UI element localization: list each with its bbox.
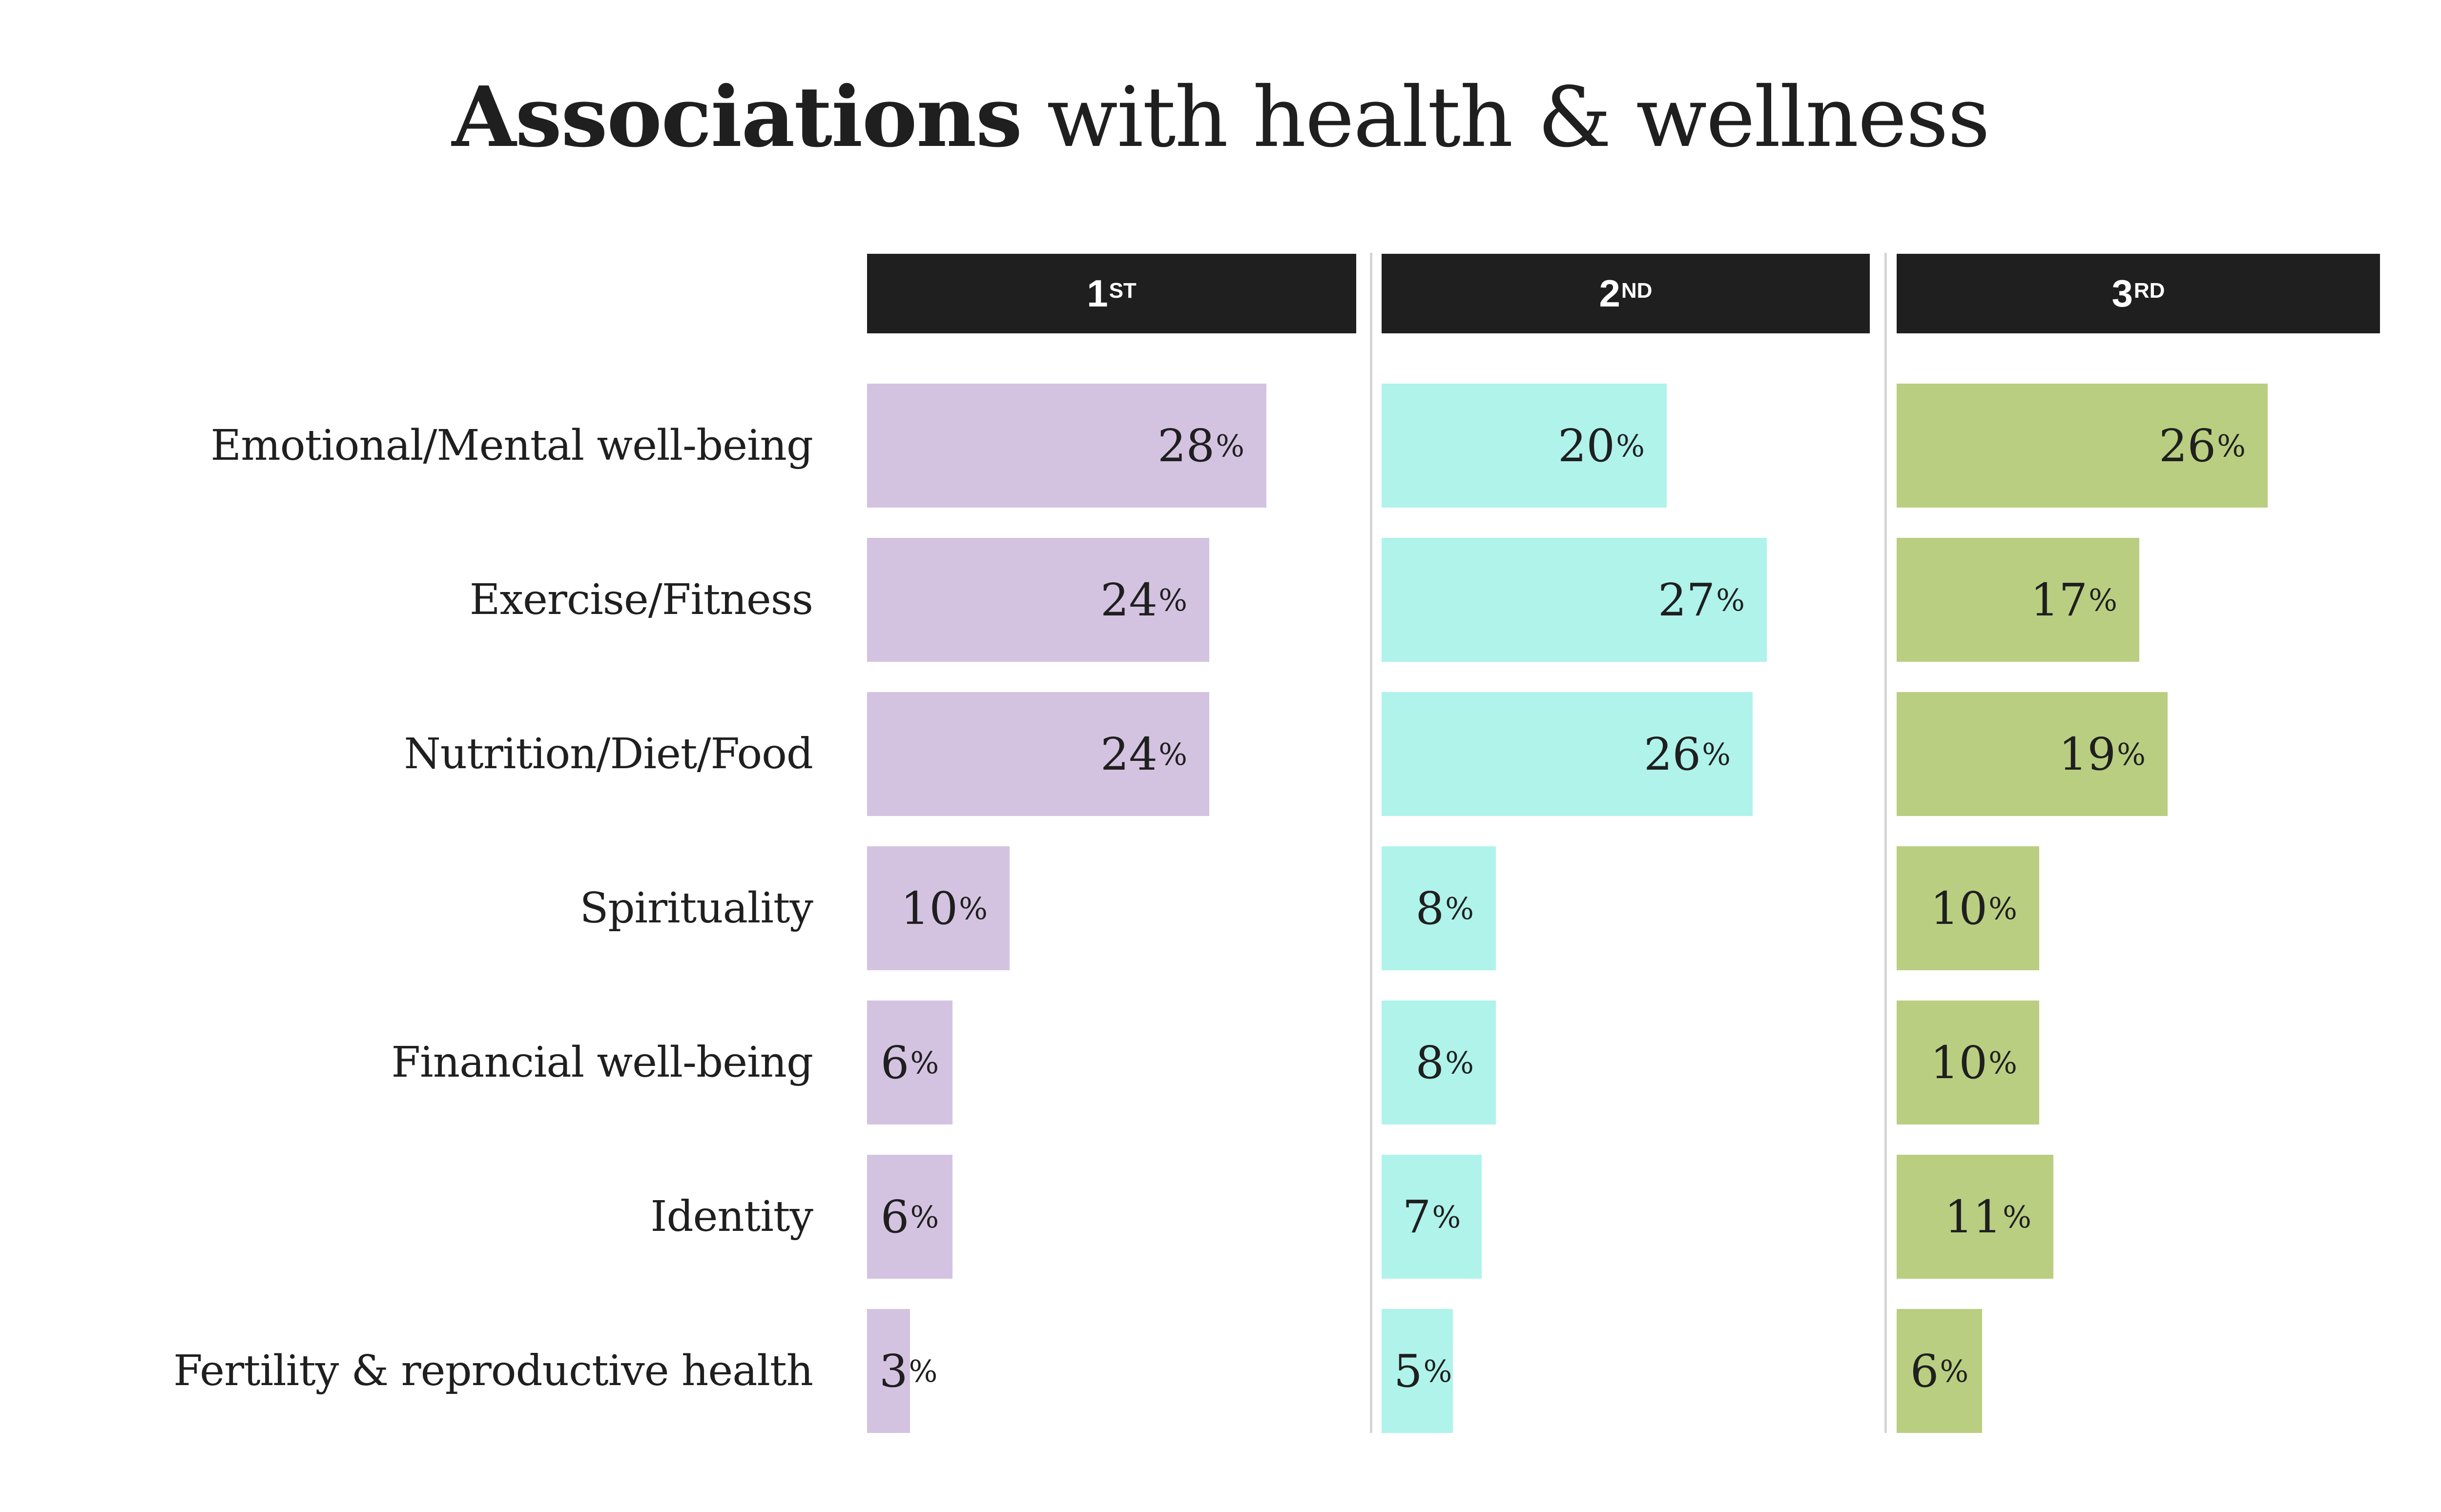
column-header-3rd: 3 RD	[1897, 254, 2380, 333]
bar-value-label: 10%	[1930, 882, 2017, 935]
bar-3rd	[1897, 846, 2039, 970]
bar-2nd	[1382, 1001, 1496, 1124]
bar-2nd	[1382, 1309, 1453, 1433]
bar-value-label: 26%	[2159, 419, 2246, 472]
bar-1st	[867, 1001, 952, 1124]
bar-value-label: 8%	[1415, 1036, 1474, 1089]
bar-value-label: 27%	[1658, 573, 1745, 626]
bar-value-label: 8%	[1415, 882, 1474, 935]
category-label: Identity	[650, 1192, 813, 1241]
bar-value-label: 24%	[1100, 728, 1187, 780]
column-header-suffix: ST	[1109, 278, 1137, 303]
bar-2nd	[1382, 1155, 1482, 1279]
chart-title: Associations with health & wellness	[0, 63, 2441, 171]
bar-2nd	[1382, 538, 1767, 662]
bar-1st	[867, 384, 1266, 508]
category-label: Fertility & reproductive health	[173, 1347, 813, 1395]
bar-3rd	[1897, 1155, 2053, 1279]
category-label: Financial well-being	[391, 1038, 813, 1087]
chart-title-regular: with health & wellness	[1047, 69, 1990, 166]
column-header-2nd: 2 ND	[1382, 254, 1870, 333]
bar-value-label: 5%	[1394, 1345, 1452, 1397]
bar-3rd	[1897, 538, 2139, 662]
bar-3rd	[1897, 384, 2268, 508]
category-label: Spirituality	[579, 884, 813, 933]
column-header-rank: 2	[1599, 272, 1620, 315]
bar-value-label: 17%	[2030, 573, 2117, 626]
bar-value-label: 3%	[879, 1345, 938, 1397]
bar-value-label: 6%	[880, 1036, 939, 1089]
category-label: Exercise/Fitness	[469, 575, 813, 624]
bar-1st	[867, 1309, 910, 1433]
bar-value-label: 10%	[901, 882, 988, 935]
category-label: Emotional/Mental well-being	[210, 421, 813, 470]
category-label: Nutrition/Diet/Food	[404, 730, 813, 778]
bar-value-label: 26%	[1644, 728, 1731, 780]
bar-value-label: 6%	[1910, 1345, 1969, 1397]
bar-1st	[867, 846, 1010, 970]
bar-3rd	[1897, 1309, 1982, 1433]
bar-3rd	[1897, 692, 2168, 816]
column-header-suffix: RD	[2133, 278, 2165, 303]
column-header-rank: 1	[1087, 272, 1108, 315]
bar-value-label: 10%	[1930, 1036, 2017, 1089]
column-header-rank: 3	[2111, 272, 2133, 315]
column-header-1st: 1 ST	[867, 254, 1356, 333]
bar-1st	[867, 692, 1209, 816]
bar-value-label: 19%	[2059, 728, 2146, 780]
bar-value-label: 20%	[1558, 419, 1645, 472]
chart-title-bold: Associations	[452, 68, 1023, 166]
bar-3rd	[1897, 1001, 2039, 1124]
bar-value-label: 24%	[1100, 573, 1187, 626]
bar-1st	[867, 538, 1209, 662]
column-divider	[1884, 253, 1887, 1433]
bar-2nd	[1382, 846, 1496, 970]
column-divider	[1370, 253, 1372, 1433]
bar-value-label: 11%	[1945, 1190, 2031, 1243]
bar-value-label: 6%	[880, 1190, 939, 1243]
bar-1st	[867, 1155, 952, 1279]
bar-value-label: 7%	[1402, 1190, 1461, 1243]
bar-value-label: 28%	[1158, 419, 1244, 472]
bar-2nd	[1382, 692, 1753, 816]
bar-2nd	[1382, 384, 1667, 508]
column-header-suffix: ND	[1621, 278, 1653, 303]
